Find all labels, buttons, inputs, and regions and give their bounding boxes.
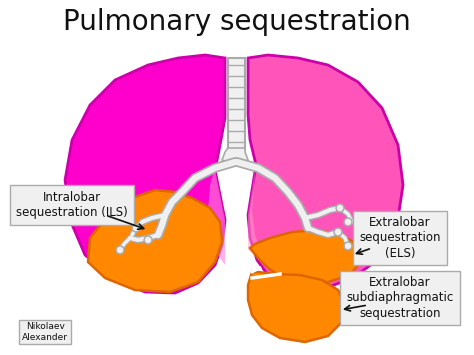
Polygon shape bbox=[248, 55, 403, 290]
Circle shape bbox=[336, 229, 340, 235]
Text: Extralobar
subdiaphragmatic
sequestration: Extralobar subdiaphragmatic sequestratio… bbox=[346, 277, 454, 320]
Polygon shape bbox=[228, 58, 245, 150]
Circle shape bbox=[336, 204, 344, 212]
Circle shape bbox=[144, 236, 152, 244]
Polygon shape bbox=[88, 190, 222, 292]
Circle shape bbox=[344, 242, 352, 250]
Circle shape bbox=[132, 224, 140, 232]
Circle shape bbox=[146, 237, 151, 242]
Text: Extralobar
sequestration
(ELS): Extralobar sequestration (ELS) bbox=[359, 217, 441, 260]
Text: Intralobar
sequestration (ILS): Intralobar sequestration (ILS) bbox=[16, 191, 128, 219]
Polygon shape bbox=[248, 272, 345, 342]
Polygon shape bbox=[222, 148, 248, 165]
Circle shape bbox=[134, 225, 138, 230]
Polygon shape bbox=[248, 165, 272, 268]
Circle shape bbox=[337, 206, 343, 211]
Circle shape bbox=[344, 218, 352, 226]
Text: Pulmonary sequestration: Pulmonary sequestration bbox=[63, 8, 411, 36]
Circle shape bbox=[118, 247, 123, 252]
Circle shape bbox=[346, 244, 350, 248]
Polygon shape bbox=[250, 230, 362, 282]
Circle shape bbox=[346, 219, 350, 224]
Circle shape bbox=[334, 228, 342, 236]
Text: Nikolaev
Alexander: Nikolaev Alexander bbox=[22, 322, 68, 342]
Polygon shape bbox=[208, 150, 225, 265]
Circle shape bbox=[116, 246, 124, 254]
Polygon shape bbox=[65, 55, 225, 293]
